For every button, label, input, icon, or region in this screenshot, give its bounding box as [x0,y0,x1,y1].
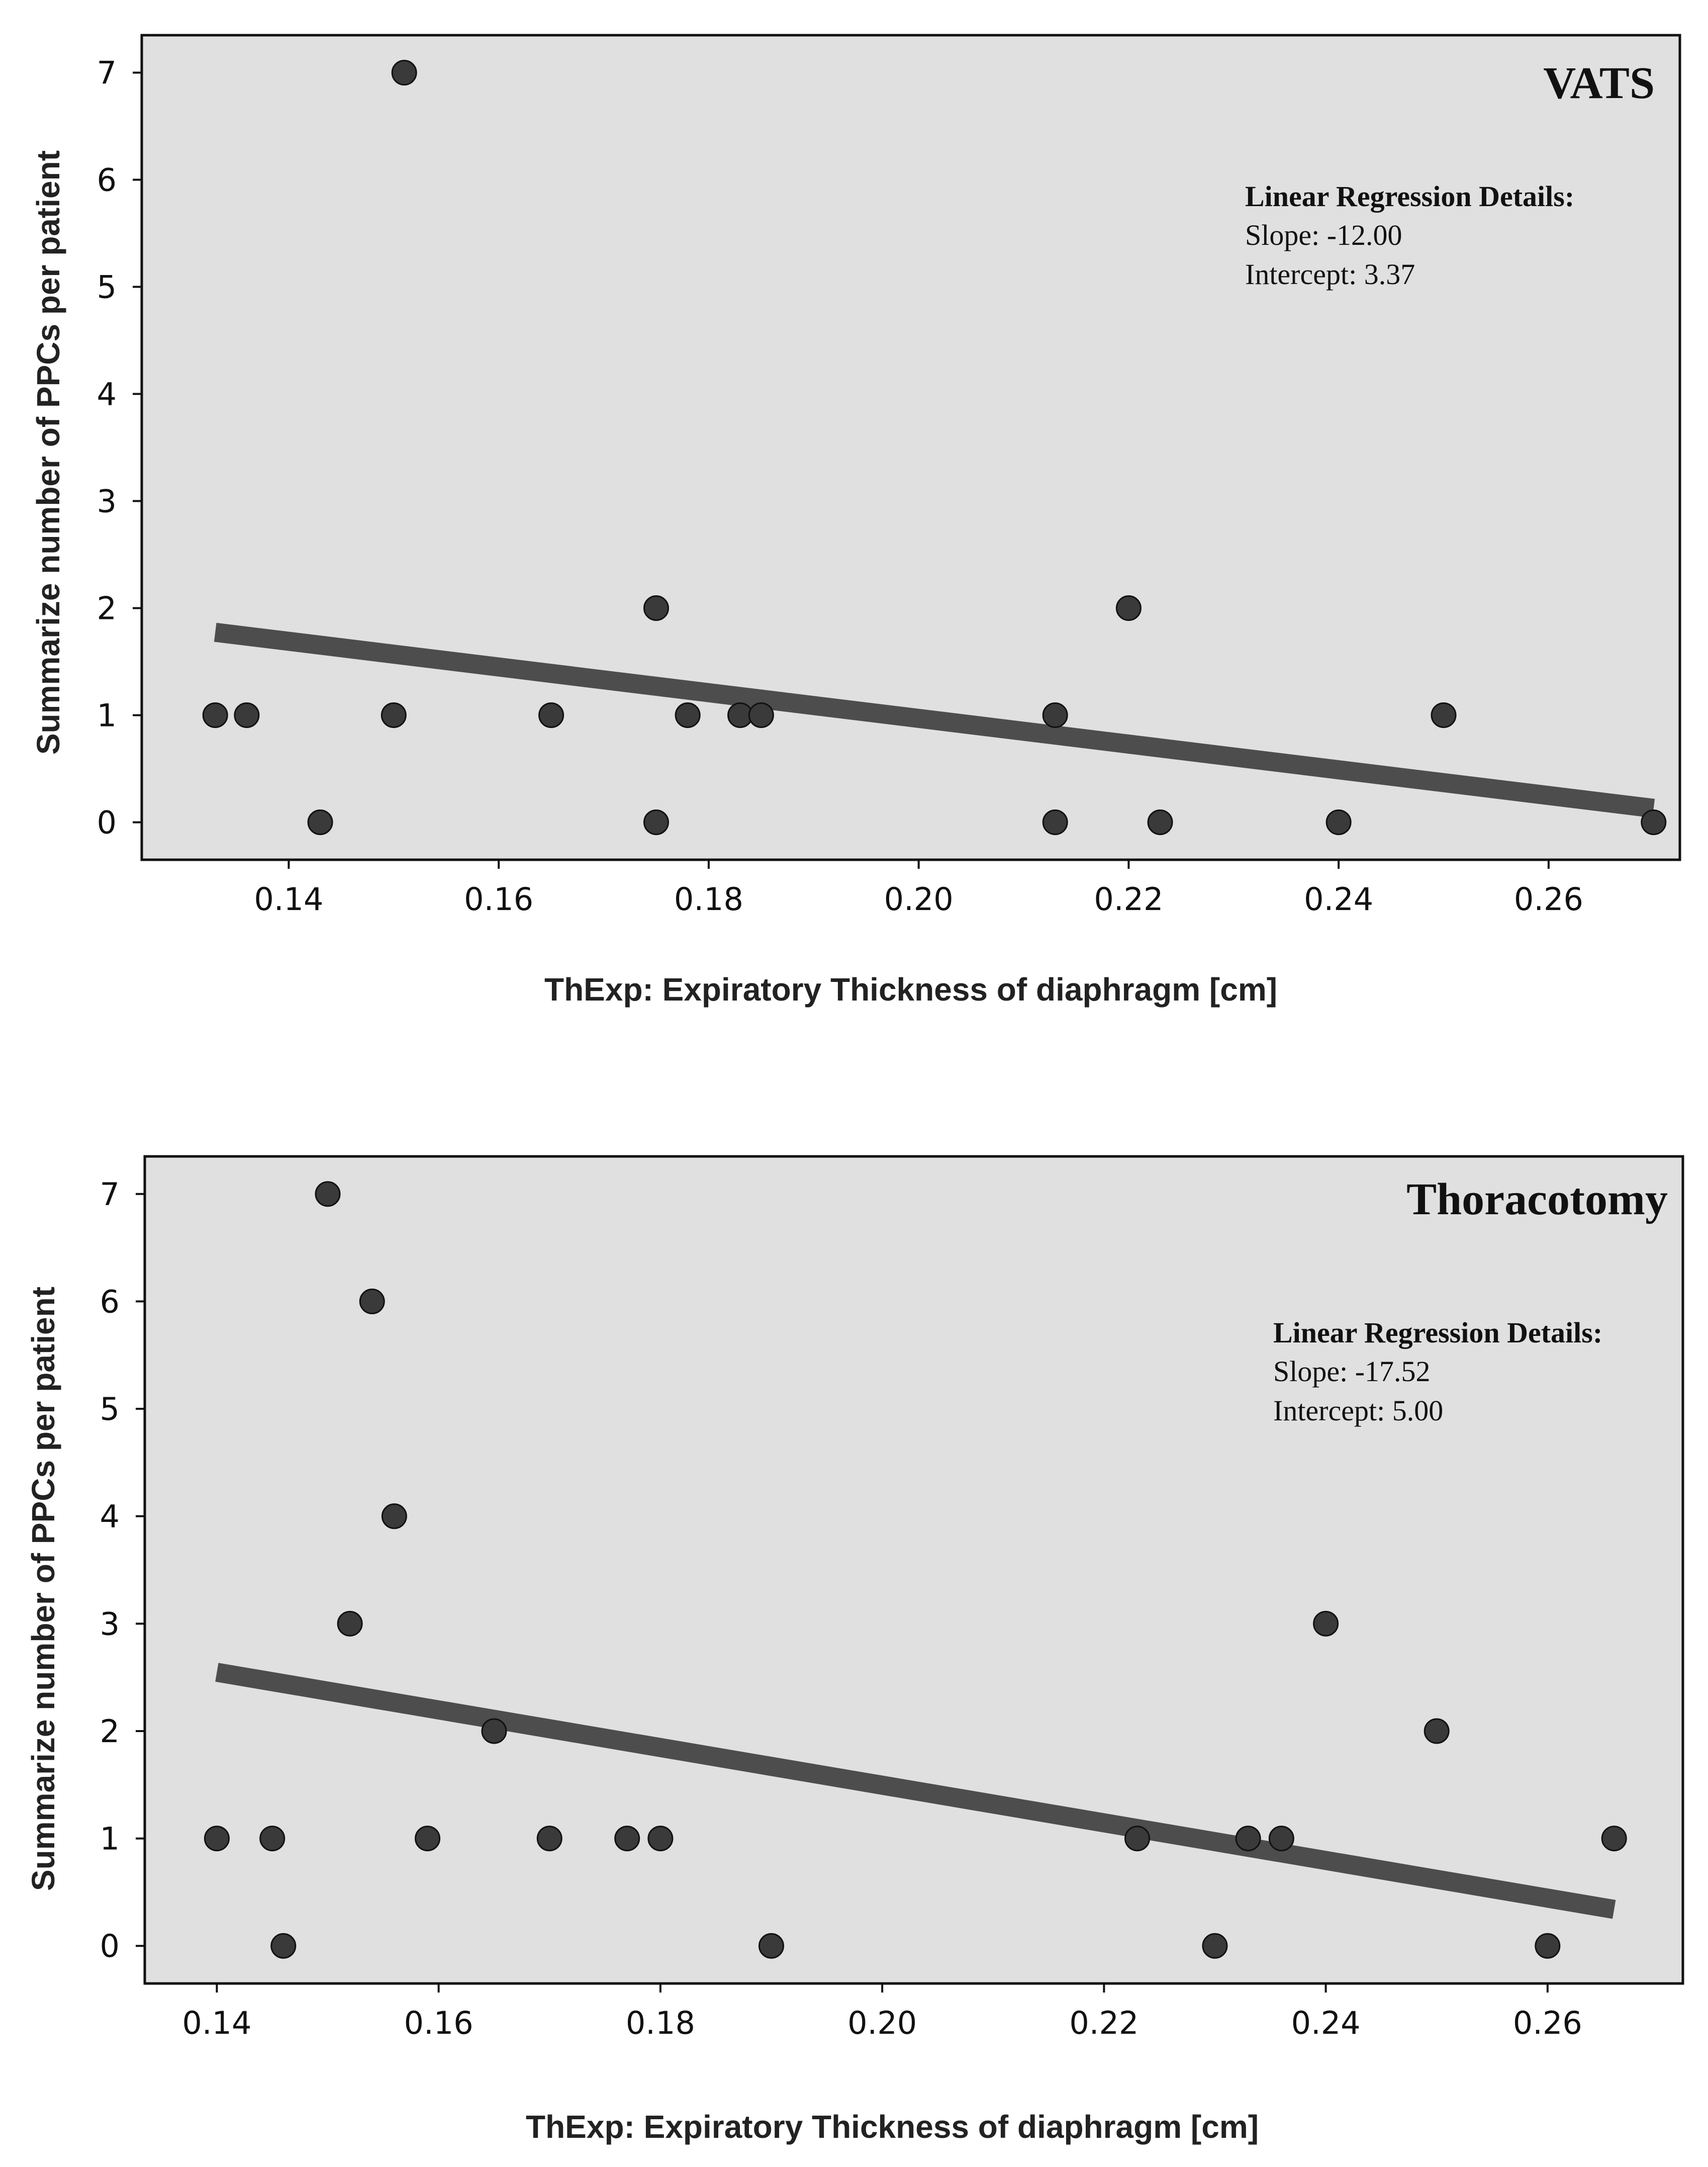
vats-plot-area [140,34,1681,861]
vats-data-points [202,60,1667,835]
thoracotomy-data-point [1535,1933,1561,1959]
vats-x-tick-label: 0.22 [1094,881,1163,918]
vats-regression-line [214,622,1655,818]
vats-x-axis-ticks: 0.14 0.16 0.18 0.20 0.22 0.24 0.26 [254,860,1583,918]
thoracotomy-data-point [259,1826,286,1852]
thoracotomy-data-point [614,1826,640,1852]
vats-x-tick-label: 0.14 [254,881,323,918]
vats-y-tick-label: 7 [97,55,117,92]
thoracotomy-data-point [647,1826,674,1852]
vats-x-tick-label: 0.20 [884,881,954,918]
thoracotomy-data-point [415,1826,441,1852]
vats-data-point [1147,809,1173,835]
thoracotomy-data-point [536,1826,562,1852]
thoracotomy-data-point [1601,1826,1627,1852]
vats-data-point [307,809,333,835]
thoracotomy-x-tick-label: 0.24 [1291,2005,1361,2041]
thoracotomy-regression-heading: Linear Regression Details: [1273,1316,1602,1349]
thoracotomy-plot-area [143,1155,1684,1985]
vats-y-tick-label: 5 [97,269,117,306]
vats-data-point [675,702,701,728]
vats-y-axis-label: Summarize number of PPCs per patient [30,150,66,755]
thoracotomy-regression-slope: Slope: -17.52 [1273,1355,1431,1388]
thoracotomy-panel: 0.14 0.16 0.18 0.20 0.22 0.24 0.26 0 1 2 3 4 5 6 7 Th… [25,1155,1684,2145]
vats-regression-intercept: Intercept: 3.37 [1245,258,1415,291]
thoracotomy-y-tick-label: 3 [100,1605,120,1642]
vats-y-tick-label: 0 [97,804,117,841]
thoracotomy-x-tick-label: 0.26 [1513,2005,1582,2041]
vats-regression-slope: Slope: -12.00 [1245,219,1402,251]
vats-y-tick-label: 2 [97,590,117,626]
thoracotomy-data-point [204,1826,230,1852]
vats-x-tick-label: 0.26 [1514,881,1583,918]
thoracotomy-data-point [1235,1826,1261,1852]
vats-data-point [1115,595,1142,621]
vats-x-tick-label: 0.24 [1304,881,1373,918]
thoracotomy-x-tick-label: 0.20 [847,2005,917,2041]
vats-data-point [643,809,669,835]
thoracotomy-y-tick-label: 5 [100,1391,120,1427]
thoracotomy-regression-line [215,1663,1616,1919]
thoracotomy-y-tick-label: 6 [100,1283,120,1320]
thoracotomy-y-tick-label: 2 [100,1713,120,1750]
vats-y-axis-ticks: 0 1 2 3 4 5 6 7 [97,55,142,841]
thoracotomy-regression-intercept: Intercept: 5.00 [1273,1394,1443,1427]
thoracotomy-data-point [1124,1826,1151,1852]
thoracotomy-x-tick-label: 0.16 [404,2005,473,2041]
thoracotomy-x-axis-ticks: 0.14 0.16 0.18 0.20 0.22 0.24 0.26 [182,1983,1582,2041]
thoracotomy-y-axis-label: Summarize number of PPCs per patient [25,1287,61,1891]
vats-data-point [202,702,228,728]
vats-data-point [643,595,669,621]
thoracotomy-x-tick-label: 0.18 [626,2005,695,2041]
thoracotomy-y-tick-label: 7 [100,1176,120,1213]
vats-x-axis-label: ThExp: Expiratory Thickness of diaphragm… [544,971,1277,1008]
thoracotomy-data-point [1313,1610,1339,1637]
thoracotomy-x-tick-label: 0.22 [1069,2005,1138,2041]
vats-y-tick-label: 1 [97,697,117,734]
vats-data-point [1325,809,1352,835]
thoracotomy-data-point [1268,1826,1294,1852]
thoracotomy-data-point [1424,1718,1450,1744]
thoracotomy-data-point [758,1933,785,1959]
vats-data-point [748,702,774,728]
thoracotomy-data-point [270,1933,297,1959]
thoracotomy-panel-title: Thoracotomy [1406,1175,1668,1224]
thoracotomy-y-tick-label: 1 [100,1821,120,1857]
vats-y-tick-label: 6 [97,162,117,199]
thoracotomy-data-point [315,1181,341,1207]
vats-data-point [538,702,564,728]
vats-regression-heading: Linear Regression Details: [1245,180,1574,213]
vats-panel-title: VATS [1543,58,1655,108]
vats-panel: 0.14 0.16 0.18 0.20 0.22 0.24 0.26 0 1 2 3 4 5 6 7 VA… [30,34,1681,1008]
thoracotomy-y-axis-ticks: 0 1 2 3 4 5 6 7 [100,1176,145,1964]
vats-data-point [1641,809,1667,835]
thoracotomy-y-tick-label: 4 [100,1498,120,1535]
vats-x-tick-label: 0.16 [464,881,533,918]
thoracotomy-x-tick-label: 0.14 [182,2005,251,2041]
vats-data-point [391,60,417,86]
thoracotomy-x-axis-label: ThExp: Expiratory Thickness of diaphragm… [526,2109,1259,2145]
vats-data-point [1431,702,1457,728]
thoracotomy-data-points [204,1181,1627,1959]
thoracotomy-data-point [481,1718,507,1744]
vats-data-point [234,702,260,728]
vats-y-tick-label: 4 [97,376,117,413]
vats-x-tick-label: 0.18 [674,881,743,918]
thoracotomy-data-point [337,1610,363,1637]
thoracotomy-data-point [1202,1933,1228,1959]
vats-y-tick-label: 3 [97,483,117,519]
vats-data-point [1042,702,1068,728]
thoracotomy-regression-line-group [215,1663,1616,1919]
thoracotomy-data-point [359,1288,385,1314]
thoracotomy-data-point [381,1503,407,1529]
vats-data-point [1042,809,1068,835]
vats-regression-line-group [214,622,1655,818]
thoracotomy-y-tick-label: 0 [100,1928,120,1964]
vats-data-point [381,702,407,728]
